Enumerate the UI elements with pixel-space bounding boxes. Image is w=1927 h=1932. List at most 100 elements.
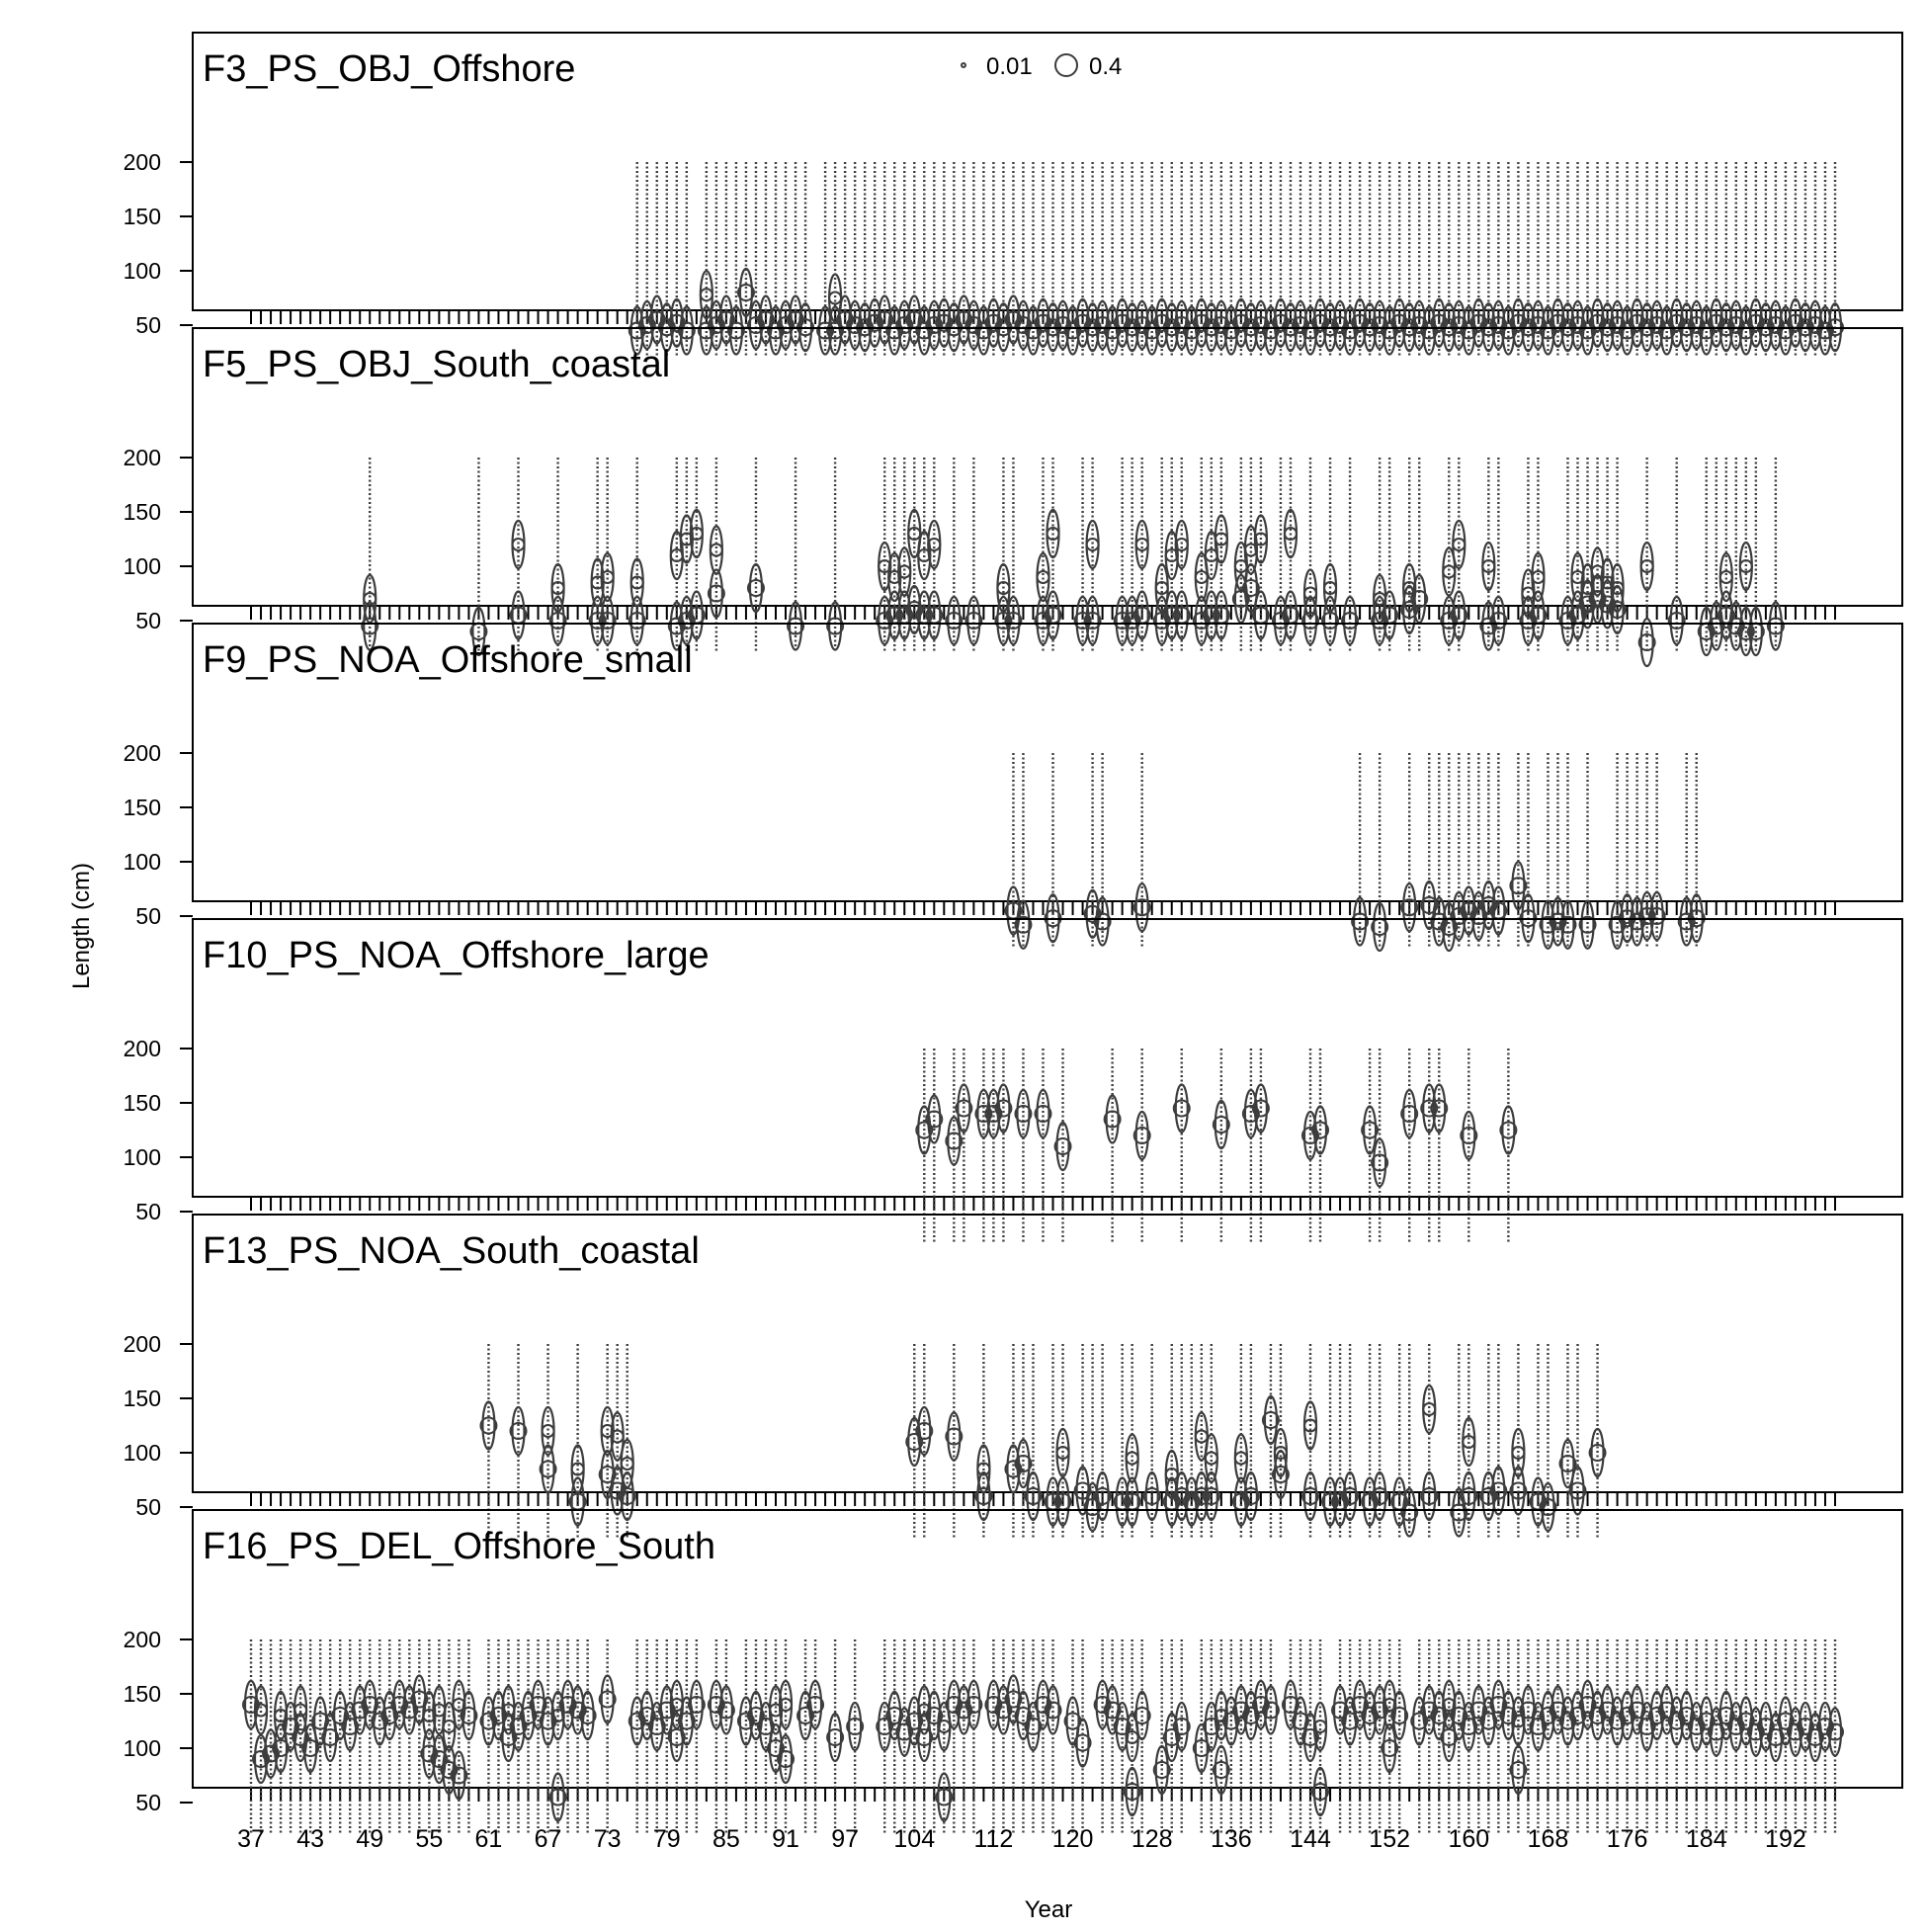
proportion-bubble [1125,1730,1139,1744]
proportion-bubble [1301,612,1320,630]
proportion-bubble [1271,313,1290,332]
density-band [1134,1110,1149,1161]
proportion-bubble [1588,590,1607,608]
proportion-bubble [1311,1783,1330,1801]
proportion-bubble [1212,1761,1230,1779]
sample-year-165 [1509,162,1528,358]
proportion-bubble [1123,1783,1141,1801]
sample-year-55 [420,1639,439,1835]
sample-year-106 [925,162,944,358]
proportion-bubble [1241,1487,1260,1505]
sample-year-64 [509,1639,528,1835]
proportion-bubble [1736,1712,1755,1730]
proportion-bubble [1726,1718,1745,1735]
proportion-bubble [1647,316,1666,334]
sample-year-175 [1608,458,1627,653]
x-tick-label: 176 [1607,1825,1648,1853]
density-band [1491,595,1506,646]
proportion-bubble [1341,612,1360,630]
sample-year-165 [1509,1639,1528,1835]
density-band [1233,1476,1248,1527]
y-tick-label: 150 [124,1386,161,1411]
proportion-bubble [637,1707,656,1724]
density-band [1036,1679,1050,1730]
proportion-bubble [925,1110,944,1129]
sample-year-153 [1390,1344,1409,1540]
x-tick-label: 43 [296,1825,324,1853]
proportion-bubble [1004,1460,1023,1478]
sample-year-181 [1667,458,1686,653]
sample-year-159 [1450,753,1468,949]
density-band [1481,601,1496,651]
proportion-bubble [1479,896,1498,914]
sample-year-158 [1440,753,1459,953]
density-band [1243,562,1258,614]
sample-year-172 [1578,753,1597,950]
sample-year-84 [707,162,725,358]
sample-year-110 [964,1639,983,1835]
legend-large-label: 0.4 [1089,53,1122,80]
y-tick-label: 200 [124,1331,161,1357]
proportion-bubble [1164,1468,1179,1481]
proportion-bubble [1430,1099,1449,1118]
sample-year-117 [1034,162,1052,358]
density-band [1302,1470,1318,1522]
density-band [917,1405,932,1457]
sample-year-112 [984,1639,1003,1835]
density-band [788,601,803,651]
density-band [1115,1476,1130,1527]
density-band [1095,896,1110,947]
sample-year-144 [1301,1049,1320,1244]
sample-year-80 [667,458,686,653]
sample-year-117 [1034,1639,1052,1835]
sample-year-156 [1420,1049,1439,1244]
proportion-bubble [1371,1153,1389,1172]
density-band [947,1116,962,1166]
sample-year-87 [736,1639,755,1835]
proportion-bubble [1422,1402,1437,1416]
proportion-bubble [1707,313,1725,332]
sample-year-88 [746,162,765,358]
density-band [1709,601,1723,651]
density-band [639,1690,654,1741]
proportion-bubble [1608,1712,1627,1730]
density-band [1580,579,1595,630]
sample-year-196 [1815,162,1834,358]
sample-year-91 [777,162,796,358]
proportion-bubble [1053,1137,1072,1155]
proportion-bubble [1132,898,1151,917]
sample-year-65 [519,1639,538,1835]
sample-year-181 [1667,162,1686,358]
sample-year-50 [371,1639,389,1835]
proportion-bubble [1351,912,1370,931]
density-band [1115,297,1130,348]
sample-year-106 [925,458,944,653]
density-band [629,595,644,646]
sample-year-98 [846,162,865,358]
y-tick-label: 200 [124,1036,161,1061]
density-band [600,1674,615,1724]
sample-year-125 [1113,458,1131,653]
density-band [966,299,981,351]
proportion-bubble [363,592,377,606]
proportion-bubble [452,1698,466,1712]
density-band [976,1470,991,1522]
density-band [1610,1696,1625,1746]
sample-year-155 [1410,1639,1429,1835]
proportion-bubble [1450,1503,1468,1522]
density-band [1531,299,1546,351]
proportion-bubble [1172,1099,1191,1118]
density-band [689,590,704,640]
density-band [1550,297,1565,348]
x-tick-label: 55 [415,1825,443,1853]
density-band [1134,1690,1149,1741]
density-band [639,299,654,351]
density-band [1679,896,1694,947]
density-band [392,1679,407,1730]
density-band [878,1701,892,1752]
density-band [1462,1470,1476,1522]
density-band [828,1712,843,1763]
proportion-bubble [1568,1707,1587,1724]
density-band [1036,595,1050,646]
